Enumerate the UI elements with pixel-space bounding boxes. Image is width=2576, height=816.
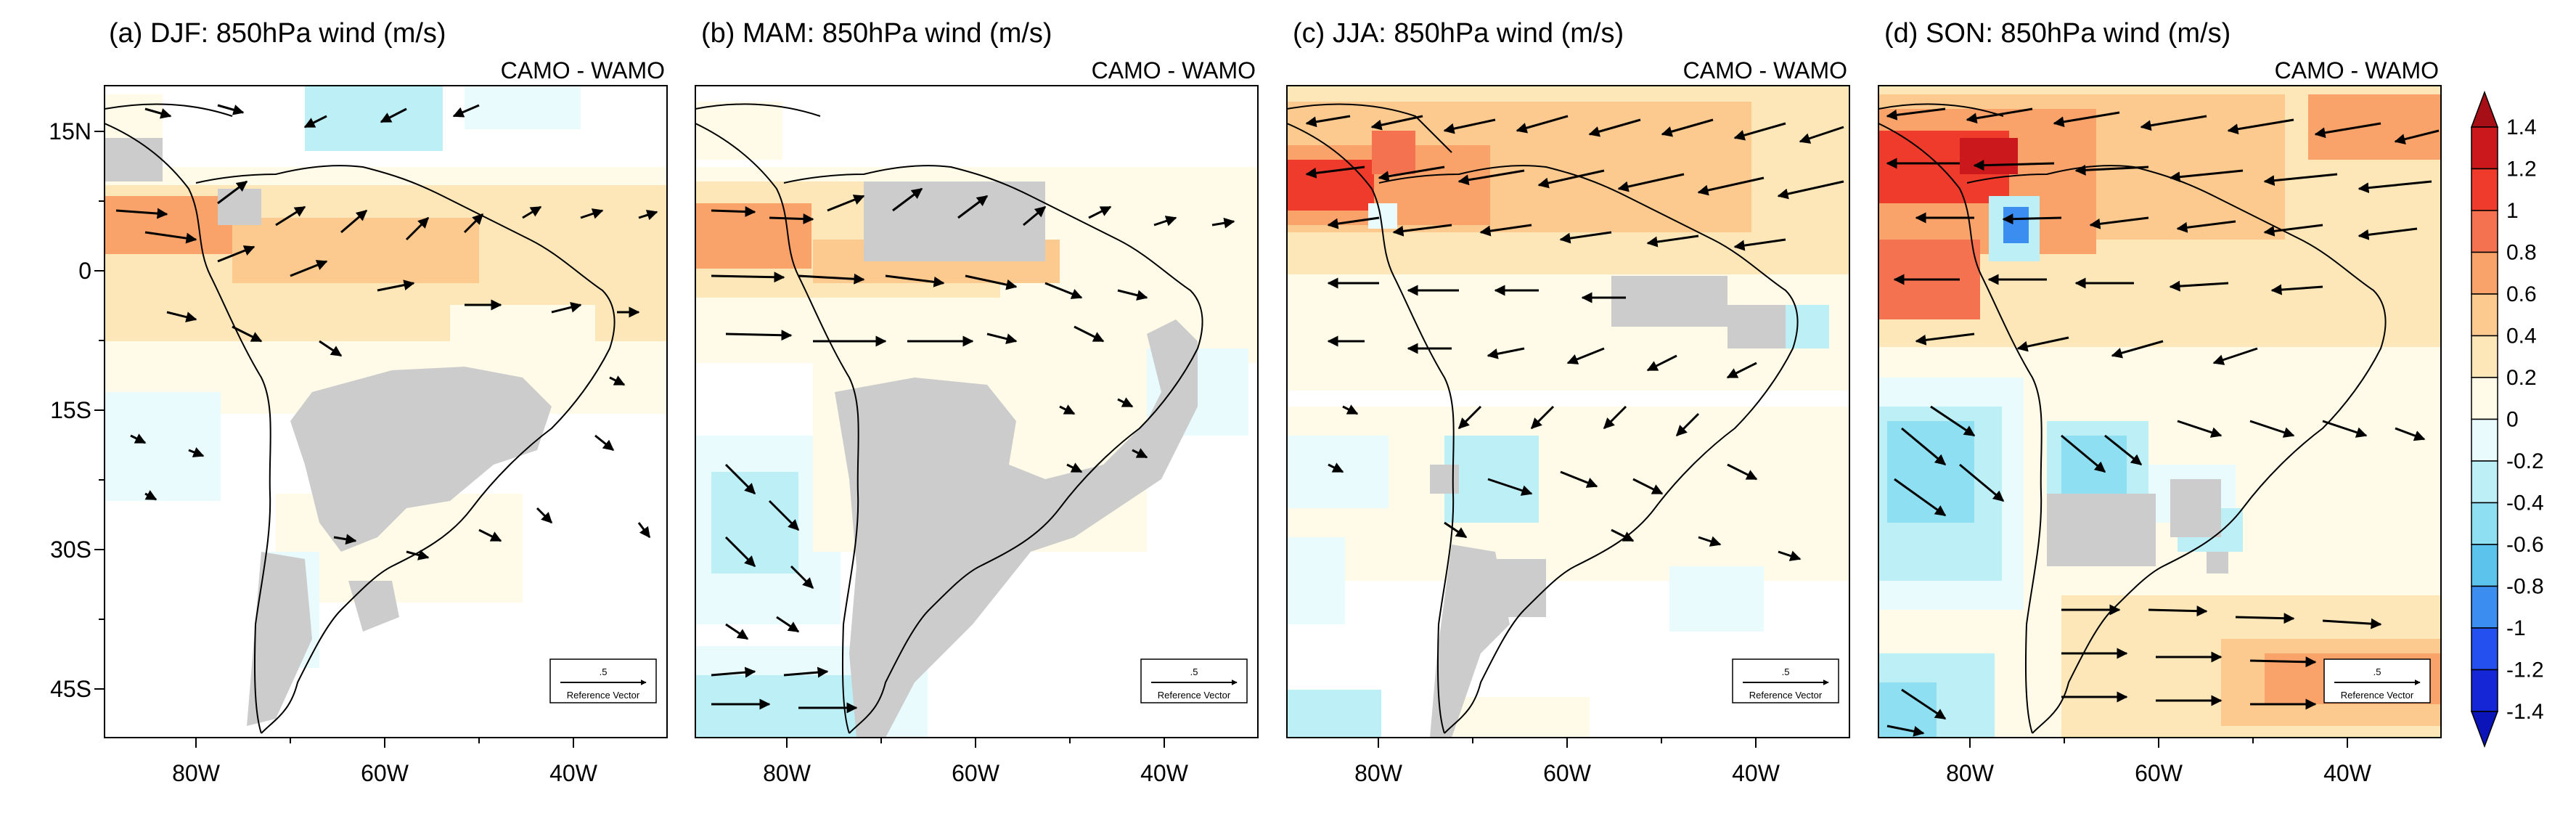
- lat-label-15n: 15N: [49, 118, 91, 144]
- panel-c-lon-40w: 40W: [1732, 760, 1780, 786]
- panel-d-ref-label: Reference Vector: [2341, 690, 2414, 701]
- panel-c-map: .5 Reference Vector: [1287, 86, 1849, 738]
- lat-label-30s: 30S: [50, 536, 91, 563]
- panel-a-lon-40w: 40W: [549, 760, 598, 786]
- colorbar-label: 1.4: [2506, 115, 2537, 139]
- panel-c-title: (c) JJA: 850hPa wind (m/s): [1293, 18, 1624, 49]
- panel-b-title: (b) MAM: 850hPa wind (m/s): [701, 18, 1052, 49]
- panel-b-subtitle: CAMO - WAMO: [1092, 57, 1256, 83]
- lat-label-45s: 45S: [50, 676, 91, 702]
- colorbar-segment: [2471, 168, 2498, 211]
- colorbar: 1.4 1.2 1 0.8 0.6 0.4 0.2 0 -0.2 -0.4 -0.6 -0.8 -1 -1…: [2470, 90, 2544, 748]
- panel-a-lon-60w: 60W: [361, 760, 409, 786]
- colorbar-label: -0.8: [2506, 575, 2544, 599]
- colorbar-segment: [2471, 627, 2498, 671]
- colorbar-segment: [2471, 251, 2498, 295]
- panel-d-title: (d) SON: 850hPa wind (m/s): [1884, 18, 2231, 49]
- panel-a-title: (a) DJF: 850hPa wind (m/s): [109, 18, 446, 49]
- panel-c-lon-60w: 60W: [1543, 760, 1592, 786]
- panel-a-ref-magnitude: .5: [600, 666, 608, 677]
- panel-b-map: .5 Reference Vector: [695, 86, 1258, 738]
- colorbar-label: -1: [2506, 616, 2526, 640]
- colorbar-segment: [2471, 585, 2498, 629]
- panel-a: (a) DJF: 850hPa wind (m/s) CAMO - WAMO: [49, 18, 668, 786]
- panel-b-ref-label: Reference Vector: [1158, 690, 1231, 701]
- colorbar-top-triangle: [2470, 90, 2499, 128]
- panel-b-lon-80w: 80W: [763, 760, 811, 786]
- colorbar-segment: [2471, 460, 2498, 504]
- colorbar-label: -0.2: [2506, 449, 2544, 473]
- lat-label-15s: 15S: [50, 397, 91, 423]
- colorbar-label: 1.2: [2506, 158, 2537, 181]
- panel-b-ref-magnitude: .5: [1190, 666, 1198, 677]
- panel-d-lon-40w: 40W: [2323, 760, 2372, 786]
- colorbar-label: 0.6: [2506, 282, 2537, 306]
- colorbar-label: 0.2: [2506, 366, 2537, 390]
- colorbar-label: -1.4: [2506, 700, 2544, 724]
- panel-c: (c) JJA: 850hPa wind (m/s) CAMO - WAMO: [1286, 18, 1850, 786]
- colorbar-label: 1: [2506, 199, 2519, 223]
- panel-c-lon-80w: 80W: [1354, 760, 1403, 786]
- panel-c-ref-magnitude: .5: [1782, 666, 1790, 677]
- colorbar-segment: [2471, 669, 2498, 712]
- colorbar-segment: [2471, 377, 2498, 420]
- panel-c-ref-label: Reference Vector: [1749, 690, 1823, 701]
- panel-b: (b) MAM: 850hPa wind (m/s) CAMO - WAMO: [695, 18, 1259, 786]
- colorbar-segment: [2471, 502, 2498, 545]
- panel-c-reference-vector: .5 Reference Vector: [1732, 658, 1839, 703]
- panel-d-reference-vector: .5 Reference Vector: [2323, 658, 2431, 703]
- panel-a-ref-label: Reference Vector: [567, 690, 640, 701]
- colorbar-label: -1.2: [2506, 658, 2544, 682]
- panel-d-subtitle: CAMO - WAMO: [2275, 57, 2439, 83]
- colorbar-label: -0.4: [2506, 491, 2544, 515]
- panel-d-ref-magnitude: .5: [2373, 666, 2381, 677]
- colorbar-label: -0.6: [2506, 533, 2544, 557]
- panel-b-lon-40w: 40W: [1140, 760, 1189, 786]
- panel-d-map: .5 Reference Vector: [1878, 86, 2441, 738]
- panel-c-subtitle: CAMO - WAMO: [1683, 57, 1847, 83]
- panel-b-reference-vector: .5 Reference Vector: [1140, 658, 1248, 703]
- panel-d-lon-80w: 80W: [1946, 760, 1995, 786]
- panel-a-reference-vector: .5 Reference Vector: [549, 658, 657, 703]
- panel-d: (d) SON: 850hPa wind (m/s) CAMO - WAMO: [1878, 18, 2442, 786]
- colorbar-segment: [2471, 418, 2498, 462]
- colorbar-segment: [2471, 544, 2498, 587]
- colorbar-label: 0.8: [2506, 241, 2537, 265]
- lat-label-0: 0: [78, 258, 91, 284]
- colorbar-label: 0: [2506, 408, 2519, 432]
- panel-a-lon-80w: 80W: [172, 760, 221, 786]
- colorbar-segment: [2471, 210, 2498, 253]
- panel-d-lon-60w: 60W: [2135, 760, 2183, 786]
- colorbar-segment: [2471, 293, 2498, 337]
- panel-a-map: .5 Reference Vector: [105, 86, 667, 738]
- panel-a-subtitle: CAMO - WAMO: [501, 57, 665, 83]
- colorbar-bottom-triangle: [2470, 711, 2499, 748]
- colorbar-label: 0.4: [2506, 325, 2537, 348]
- panel-b-lon-60w: 60W: [952, 760, 1000, 786]
- colorbar-segment: [2471, 126, 2498, 170]
- colorbar-segment: [2471, 335, 2498, 378]
